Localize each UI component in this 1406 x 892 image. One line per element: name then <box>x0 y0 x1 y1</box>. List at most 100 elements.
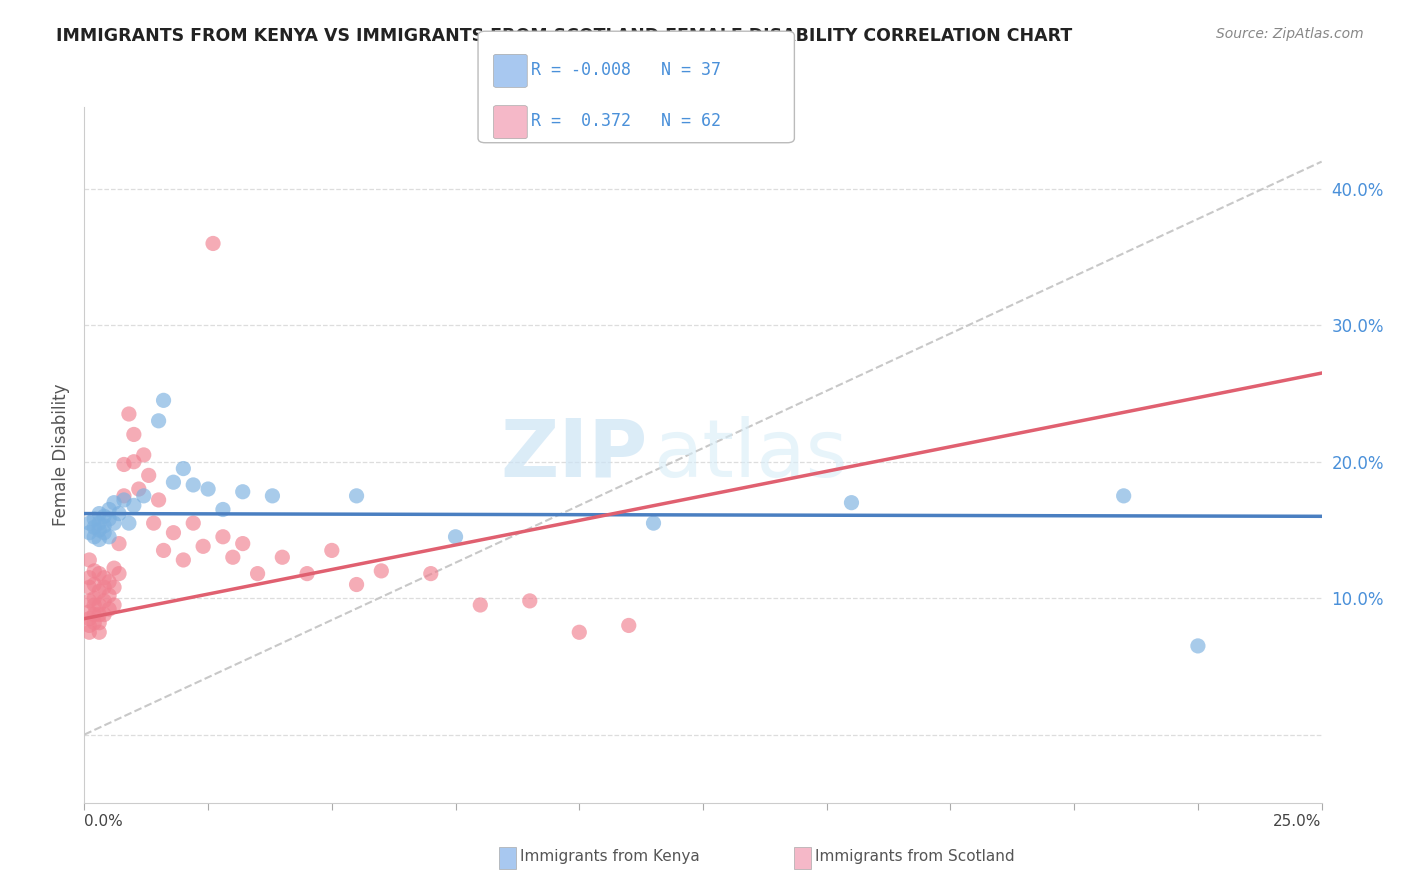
Point <box>79 580 101 594</box>
Point <box>197 482 219 496</box>
Point <box>98 502 121 516</box>
Point <box>148 492 170 507</box>
Point <box>98 512 121 526</box>
Point <box>103 496 125 510</box>
Point <box>132 489 155 503</box>
Text: Source: ZipAtlas.com: Source: ZipAtlas.com <box>1216 27 1364 41</box>
Point <box>89 584 111 599</box>
Point <box>419 566 441 581</box>
Point <box>841 496 863 510</box>
Point <box>128 482 150 496</box>
Point <box>79 625 101 640</box>
Point <box>83 520 105 534</box>
Text: ZIP: ZIP <box>501 416 647 494</box>
Point <box>444 530 467 544</box>
Point <box>172 461 194 475</box>
Point <box>152 543 174 558</box>
Point <box>162 525 184 540</box>
Point <box>79 571 101 585</box>
Point <box>122 499 145 513</box>
Point <box>93 525 115 540</box>
Point <box>295 566 318 581</box>
Point <box>1187 639 1209 653</box>
Point <box>148 414 170 428</box>
Point <box>152 393 174 408</box>
Text: Immigrants from Kenya: Immigrants from Kenya <box>520 849 700 863</box>
Point <box>142 516 165 530</box>
Point <box>191 539 214 553</box>
Point <box>89 507 111 521</box>
Point <box>83 598 105 612</box>
Point <box>181 516 204 530</box>
Point <box>122 427 145 442</box>
Point <box>617 618 640 632</box>
Point <box>370 564 392 578</box>
Text: atlas: atlas <box>654 416 848 494</box>
Point <box>162 475 184 490</box>
Point <box>103 516 125 530</box>
Point <box>83 577 105 591</box>
Point <box>89 625 111 640</box>
Point <box>89 615 111 630</box>
Point <box>79 618 101 632</box>
Point <box>202 236 225 251</box>
Point <box>93 519 115 533</box>
Point <box>103 561 125 575</box>
Point <box>89 523 111 537</box>
Text: R = -0.008   N = 37: R = -0.008 N = 37 <box>531 61 721 78</box>
Point <box>108 536 131 550</box>
Point <box>212 502 235 516</box>
Point <box>83 564 105 578</box>
Point <box>93 571 115 585</box>
Point <box>103 580 125 594</box>
Point <box>79 594 101 608</box>
Point <box>321 543 343 558</box>
Point <box>89 566 111 581</box>
Point <box>132 448 155 462</box>
Point <box>519 594 541 608</box>
Point <box>122 455 145 469</box>
Point <box>89 607 111 622</box>
Point <box>1112 489 1135 503</box>
Point <box>246 566 269 581</box>
Point <box>98 589 121 603</box>
Point <box>79 516 101 530</box>
Point <box>89 598 111 612</box>
Point <box>83 530 105 544</box>
Point <box>112 458 135 472</box>
Text: 25.0%: 25.0% <box>1274 814 1322 829</box>
Point <box>212 530 235 544</box>
Point <box>79 553 101 567</box>
Text: R =  0.372   N = 62: R = 0.372 N = 62 <box>531 112 721 130</box>
Point <box>93 580 115 594</box>
Point <box>83 607 105 622</box>
Point <box>262 489 284 503</box>
Point <box>108 507 131 521</box>
Point <box>93 594 115 608</box>
Text: Immigrants from Scotland: Immigrants from Scotland <box>815 849 1015 863</box>
Point <box>93 509 115 524</box>
Point <box>79 605 101 619</box>
Text: IMMIGRANTS FROM KENYA VS IMMIGRANTS FROM SCOTLAND FEMALE DISABILITY CORRELATION : IMMIGRANTS FROM KENYA VS IMMIGRANTS FROM… <box>56 27 1073 45</box>
Point <box>83 591 105 606</box>
Point <box>643 516 665 530</box>
Point <box>172 553 194 567</box>
Point <box>346 577 368 591</box>
Point <box>79 525 101 540</box>
Point <box>93 607 115 622</box>
Point <box>89 516 111 530</box>
Point <box>103 598 125 612</box>
Point <box>89 533 111 547</box>
Point <box>568 625 591 640</box>
Point <box>222 550 245 565</box>
Point <box>232 536 254 550</box>
Point <box>118 407 141 421</box>
Point <box>271 550 294 565</box>
Point <box>138 468 160 483</box>
Point <box>98 602 121 616</box>
Point <box>112 489 135 503</box>
Point <box>470 598 492 612</box>
Point <box>346 489 368 503</box>
Point <box>108 566 131 581</box>
Text: 0.0%: 0.0% <box>84 814 124 829</box>
